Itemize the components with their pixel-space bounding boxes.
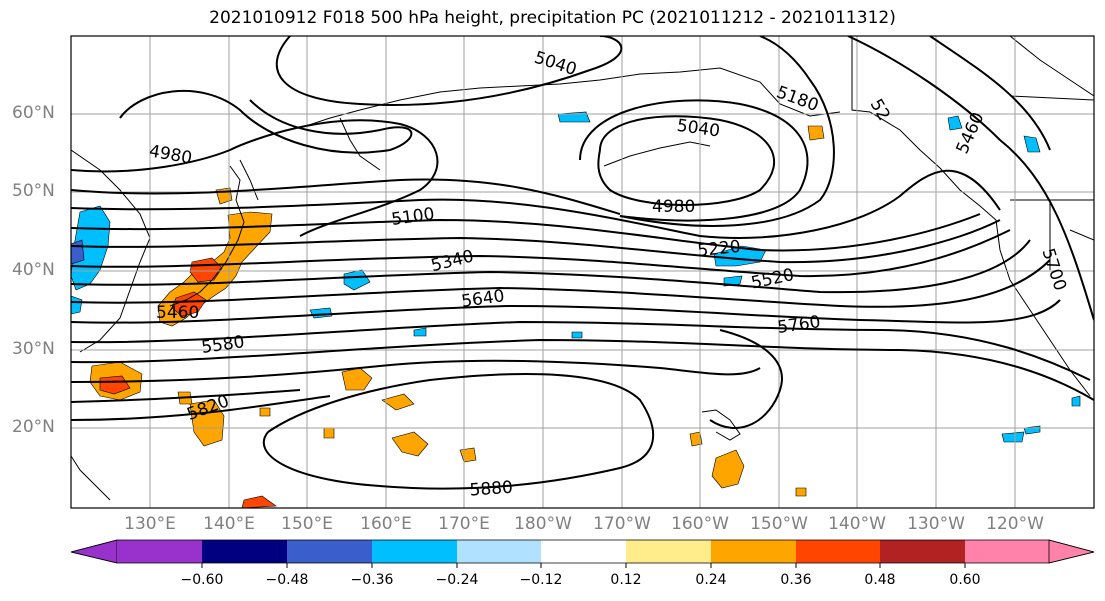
- contour-label: 4980: [652, 197, 695, 217]
- colorbar-tick-label: −0.24: [435, 572, 479, 588]
- colorbar-swatch: [372, 540, 457, 563]
- lon-label: 150°E: [281, 514, 333, 534]
- colorbar-swatch: [202, 540, 287, 563]
- lon-label: 120°W: [986, 514, 1044, 534]
- contour-label: 5460: [156, 303, 199, 323]
- colorbar-tick-label: 0.48: [864, 572, 896, 588]
- colorbar-swatch: [880, 540, 965, 563]
- colorbar-swatch: [457, 540, 541, 563]
- lat-label: 40°N: [12, 260, 55, 280]
- map-title: 2021010912 F018 500 hPa height, precipit…: [209, 8, 896, 28]
- lon-label: 150°W: [750, 514, 808, 534]
- colorbar-tick-label: 0.12: [610, 572, 642, 588]
- colorbar-tick-label: 0.36: [780, 572, 812, 588]
- colorbar: [70, 539, 1095, 568]
- height-contours: [71, 36, 1094, 490]
- colorbar-swatch: [541, 540, 626, 563]
- lon-label: 160°W: [671, 514, 729, 534]
- colorbar-swatch: [117, 540, 202, 563]
- lon-label: 140°W: [828, 514, 886, 534]
- map-frame: [70, 35, 1095, 509]
- lon-label: 130°W: [907, 514, 965, 534]
- lon-label: 180°W: [514, 514, 572, 534]
- lon-label: 170°W: [593, 514, 651, 534]
- colorbar-tick-label: −0.48: [265, 572, 309, 588]
- contour-label: 5220: [697, 237, 742, 261]
- colorbar-swatch: [796, 540, 880, 563]
- colorbar-swatch: [1048, 539, 1095, 564]
- colorbar-tick-label: −0.12: [519, 572, 563, 588]
- lon-label: 160°E: [360, 514, 412, 534]
- colorbar-tick-label: 0.24: [695, 572, 727, 588]
- lat-label: 20°N: [12, 417, 55, 437]
- colorbar-swatch: [965, 540, 1049, 563]
- colorbar-tick-label: −0.36: [350, 572, 394, 588]
- lon-label: 130°E: [124, 514, 176, 534]
- colorbar-swatch: [70, 539, 118, 564]
- colorbar-tick-label: 0.60: [949, 572, 981, 588]
- contour-label: 5880: [469, 478, 514, 501]
- colorbar-swatch: [626, 540, 711, 563]
- colorbar-outline: [70, 539, 1095, 564]
- graticule: [71, 36, 1094, 508]
- lon-label: 140°E: [203, 514, 255, 534]
- lat-label: 30°N: [12, 339, 55, 359]
- lon-label: 170°E: [438, 514, 490, 534]
- colorbar-tick-label: −0.60: [180, 572, 224, 588]
- lat-label: 60°N: [12, 103, 55, 123]
- colorbar-swatch: [287, 540, 372, 563]
- colorbar-swatch: [711, 540, 796, 563]
- lat-label: 50°N: [12, 181, 55, 201]
